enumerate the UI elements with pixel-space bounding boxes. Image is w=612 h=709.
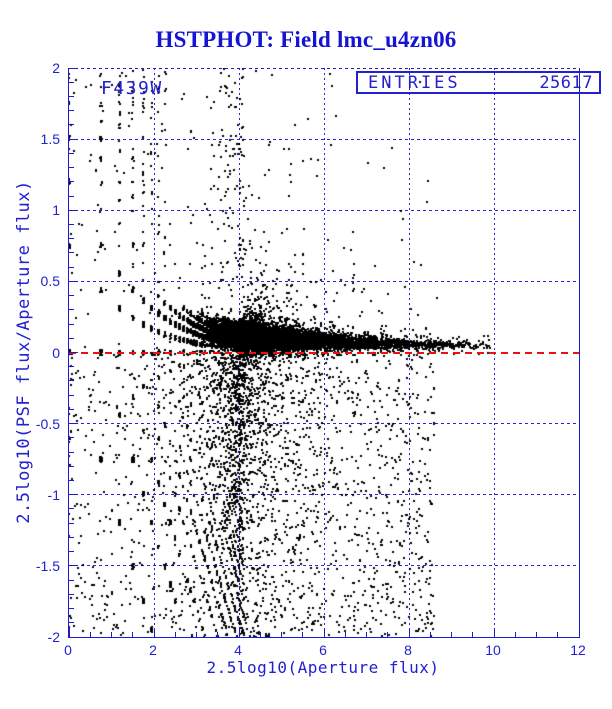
x-tick bbox=[408, 628, 410, 637]
x-tick bbox=[387, 632, 389, 637]
x-tick bbox=[451, 632, 452, 637]
y-tick bbox=[69, 522, 74, 524]
y-tick bbox=[69, 480, 74, 482]
y-tick-label: -1.5 bbox=[35, 557, 60, 574]
plot-top-border bbox=[69, 68, 579, 69]
y-tick bbox=[69, 593, 74, 595]
x-tick bbox=[429, 632, 431, 637]
entries-value: 25617 bbox=[539, 72, 593, 93]
x-tick bbox=[302, 632, 304, 637]
stats-box: ENTRIES 25617 bbox=[356, 71, 601, 94]
x-tick-label: 10 bbox=[485, 642, 501, 658]
y-tick bbox=[69, 565, 78, 567]
y-tick bbox=[69, 394, 74, 396]
x-tick-label: 2 bbox=[149, 642, 157, 658]
plot-area: F439W ENTRIES 25617 bbox=[68, 67, 601, 638]
x-tick-label: 6 bbox=[319, 642, 327, 658]
y-tick bbox=[69, 152, 74, 154]
x-tick bbox=[153, 628, 155, 637]
y-tick bbox=[69, 352, 78, 353]
y-tick bbox=[69, 266, 74, 268]
x-tick bbox=[472, 632, 474, 637]
y-tick bbox=[69, 252, 74, 254]
x-tick bbox=[217, 632, 219, 637]
x-tick bbox=[132, 632, 134, 637]
y-tick bbox=[69, 508, 74, 510]
y-tick bbox=[69, 380, 74, 382]
y-tick bbox=[69, 238, 74, 240]
y-tick-label: 0 bbox=[52, 344, 60, 361]
y-tick bbox=[69, 337, 74, 339]
y-tick bbox=[69, 223, 74, 225]
x-tick bbox=[366, 632, 367, 637]
y-tick bbox=[69, 465, 74, 467]
y-tick bbox=[69, 636, 78, 638]
chart-title: HSTPHOT: Field lmc_u4zn06 bbox=[155, 27, 457, 52]
y-tick-label: 1 bbox=[52, 202, 60, 219]
y-tick bbox=[69, 551, 74, 553]
x-tick bbox=[259, 632, 261, 637]
x-tick bbox=[68, 628, 70, 637]
y-tick bbox=[69, 209, 78, 211]
y-tick bbox=[69, 408, 74, 410]
y-tick-label: -0.5 bbox=[35, 415, 60, 432]
zero-reference-line bbox=[69, 351, 579, 354]
x-tick bbox=[323, 628, 325, 637]
x-tick bbox=[536, 632, 537, 637]
x-tick-label: 12 bbox=[570, 642, 586, 658]
y-tick-label: -2 bbox=[47, 629, 60, 645]
y-tick bbox=[69, 579, 74, 581]
x-tick bbox=[196, 632, 197, 637]
y-tick-label: 0.5 bbox=[40, 273, 60, 290]
y-tick bbox=[69, 622, 74, 624]
x-tick bbox=[281, 632, 282, 637]
x-tick bbox=[344, 632, 346, 637]
y-tick bbox=[69, 167, 74, 169]
y-tick bbox=[69, 81, 74, 83]
x-tick-label: 0 bbox=[64, 642, 72, 658]
y-tick bbox=[69, 181, 74, 183]
y-tick bbox=[69, 138, 78, 140]
y-tick bbox=[69, 437, 74, 439]
y-tick bbox=[69, 110, 74, 112]
x-tick bbox=[238, 628, 240, 637]
y-tick bbox=[69, 309, 74, 311]
filter-label: F439W bbox=[101, 78, 163, 99]
x-tick bbox=[557, 632, 559, 637]
y-tick bbox=[69, 423, 78, 425]
x-tick bbox=[514, 632, 516, 637]
y-tick bbox=[69, 536, 74, 538]
y-tick bbox=[69, 124, 74, 126]
y-tick bbox=[69, 295, 74, 297]
y-tick-label: 1.5 bbox=[40, 131, 60, 148]
y-tick bbox=[69, 280, 78, 282]
y-tick bbox=[69, 608, 74, 610]
y-tick bbox=[69, 451, 74, 453]
x-tick bbox=[493, 628, 495, 637]
x-tick-label: 8 bbox=[404, 642, 412, 658]
y-tick bbox=[69, 494, 78, 496]
y-tick bbox=[69, 323, 74, 325]
y-tick bbox=[69, 95, 74, 97]
x-tick bbox=[578, 628, 580, 637]
x-tick bbox=[89, 632, 91, 637]
entries-label: ENTRIES bbox=[368, 72, 461, 93]
x-tick-label: 4 bbox=[234, 642, 242, 658]
y-tick bbox=[69, 366, 74, 368]
x-tick bbox=[111, 632, 112, 637]
x-tick bbox=[174, 632, 176, 637]
y-tick-label: -1 bbox=[47, 486, 60, 503]
y-tick bbox=[69, 195, 74, 197]
y-tick-label: 2 bbox=[52, 60, 60, 76]
y-tick bbox=[69, 67, 78, 69]
x-axis-label: 2.5log10(Aperture flux) bbox=[206, 658, 440, 677]
